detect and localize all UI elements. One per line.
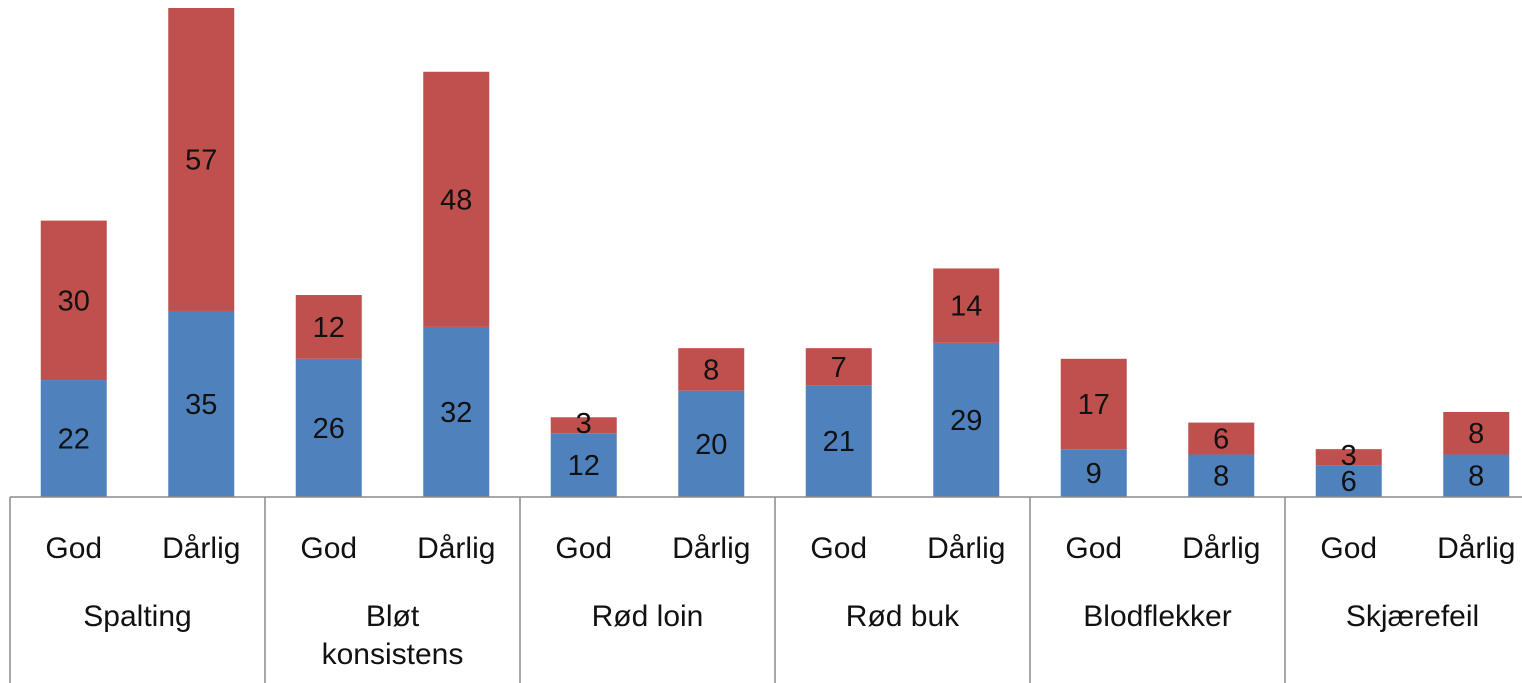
bar-series2-7 bbox=[805, 348, 872, 386]
group-label-2-line-1: Bløt bbox=[366, 600, 420, 633]
tick-label-1: God bbox=[45, 532, 102, 565]
data-label-series2-7: 7 bbox=[831, 352, 847, 384]
bar-series1-12 bbox=[1443, 454, 1510, 497]
bar-series1-10 bbox=[1188, 454, 1255, 497]
data-label-series2-11: 3 bbox=[1341, 440, 1357, 472]
bar-series1-5 bbox=[550, 433, 617, 497]
group-label-3-line-1: Rød loin bbox=[592, 600, 704, 633]
data-label-series2-12: 8 bbox=[1468, 418, 1484, 450]
data-label-series2-1: 30 bbox=[58, 285, 90, 317]
bar-series2-9 bbox=[1060, 358, 1127, 450]
data-label-series1-1: 22 bbox=[58, 424, 90, 456]
tick-label-2: Dårlig bbox=[162, 532, 240, 565]
bar-series2-12 bbox=[1443, 411, 1510, 455]
tick-label-5: God bbox=[555, 532, 612, 565]
bar-series2-6 bbox=[678, 348, 745, 391]
group-label-6-line-1: Skjærefeil bbox=[1346, 600, 1479, 633]
tick-label-12: Dårlig bbox=[1437, 532, 1515, 565]
category-axis bbox=[9, 496, 1522, 683]
bar-series2-4 bbox=[423, 71, 490, 327]
tick-label-11: God bbox=[1320, 532, 1377, 565]
bar-series2-8 bbox=[933, 268, 1000, 343]
bar-series1-8 bbox=[933, 342, 1000, 497]
tick-label-7: God bbox=[810, 532, 867, 565]
group-label-4-line-1: Rød buk bbox=[846, 600, 960, 633]
data-label-series2-9: 17 bbox=[1078, 389, 1110, 421]
group-label-1-line-1: Spalting bbox=[83, 600, 191, 633]
tick-label-8: Dårlig bbox=[927, 532, 1005, 565]
data-label-series1-3: 26 bbox=[313, 413, 345, 445]
category-tick-labels: God Dårlig God Dårlig God Dårlig God Dårlig God D… bbox=[45, 532, 1515, 565]
bar-series1-2 bbox=[168, 310, 235, 497]
bars-layer bbox=[40, 8, 1510, 497]
data-label-series2-5: 3 bbox=[576, 408, 592, 440]
bar-series2-10 bbox=[1188, 422, 1255, 455]
data-label-series2-2: 57 bbox=[185, 144, 217, 176]
bar-series2-11 bbox=[1315, 449, 1382, 466]
data-label-series2-3: 12 bbox=[313, 312, 345, 344]
bar-series2-3 bbox=[295, 295, 362, 359]
bar-series1-4 bbox=[423, 326, 490, 497]
data-label-series1-12: 8 bbox=[1468, 461, 1484, 493]
bar-series1-3 bbox=[295, 358, 362, 497]
bar-series1-7 bbox=[805, 385, 872, 497]
data-label-series2-6: 8 bbox=[703, 354, 719, 386]
data-label-series1-6: 20 bbox=[695, 429, 727, 461]
bar-series1-1 bbox=[40, 380, 107, 497]
tick-label-10: Dårlig bbox=[1182, 532, 1260, 565]
data-label-series1-11: 6 bbox=[1341, 466, 1357, 498]
bar-series1-6 bbox=[678, 390, 745, 497]
data-label-series1-5: 12 bbox=[568, 450, 600, 482]
data-label-series1-2: 35 bbox=[185, 389, 217, 421]
data-label-series1-8: 29 bbox=[950, 405, 982, 437]
data-label-series1-4: 32 bbox=[440, 397, 472, 429]
data-label-series1-7: 21 bbox=[823, 426, 855, 458]
bar-series1-11 bbox=[1315, 465, 1382, 497]
data-label-series1-10: 8 bbox=[1213, 461, 1229, 493]
data-label-series2-8: 14 bbox=[950, 291, 982, 323]
data-label-series1-9: 9 bbox=[1086, 458, 1102, 490]
tick-label-9: God bbox=[1065, 532, 1122, 565]
bar-series2-2 bbox=[168, 8, 235, 311]
bar-series2-1 bbox=[40, 220, 107, 381]
group-labels: Spalting Bløt konsistens Rød loin Rød buk Blo… bbox=[83, 600, 1479, 671]
group-label-2-line-2: konsistens bbox=[322, 638, 464, 671]
group-label-5-line-1: Blodflekker bbox=[1083, 600, 1231, 633]
data-label-series2-4: 48 bbox=[440, 184, 472, 216]
bar-series1-9 bbox=[1060, 449, 1127, 497]
tick-label-4: Dårlig bbox=[417, 532, 495, 565]
tick-label-6: Dårlig bbox=[672, 532, 750, 565]
data-label-series2-10: 6 bbox=[1213, 424, 1229, 456]
bar-series2-5 bbox=[550, 417, 617, 434]
tick-label-3: God bbox=[300, 532, 357, 565]
